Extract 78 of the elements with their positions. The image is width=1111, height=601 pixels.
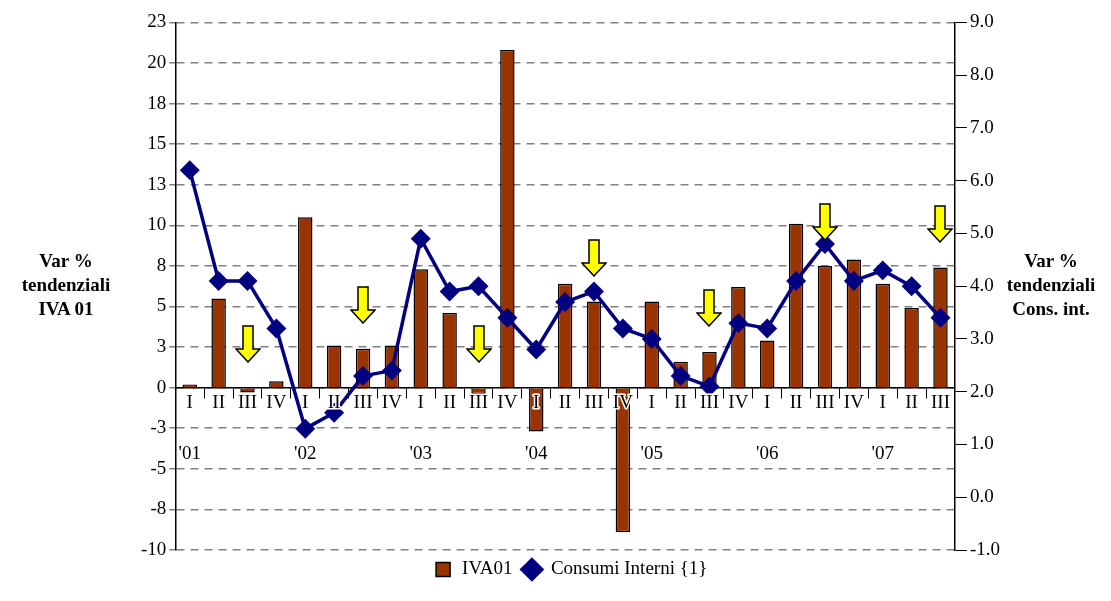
x-tick-label: II <box>443 390 456 412</box>
y2-tick-label: 7.0 <box>969 115 994 137</box>
x-tick-label: III <box>930 390 950 412</box>
point <box>642 329 661 349</box>
point <box>238 271 257 291</box>
point <box>873 261 892 280</box>
y2-tick-label: 9.0 <box>969 10 994 32</box>
x-tick-label: III <box>584 390 604 412</box>
point <box>353 366 373 386</box>
y-tick-label: -3 <box>150 416 167 438</box>
y2-tick-label: 0.0 <box>969 485 994 507</box>
y-tick-label: 8 <box>156 253 167 275</box>
x-tick-label: II <box>905 390 918 412</box>
y2-tick-label: 5.0 <box>969 221 994 243</box>
point <box>729 313 748 333</box>
x-tick-label: IV <box>381 390 403 412</box>
y2-tick-label: 3.0 <box>969 326 994 348</box>
y-tick-label: 3 <box>156 335 167 357</box>
x-tick-label: II <box>674 390 687 412</box>
y2-tick-label: 6.0 <box>969 168 994 190</box>
point <box>613 319 633 338</box>
x-tick-label: II <box>789 390 803 412</box>
point <box>786 271 806 291</box>
point <box>440 282 459 301</box>
x-tick-label: IV <box>266 390 287 412</box>
y2-tick-label: 2.0 <box>969 379 994 401</box>
x-tick-label: III <box>700 390 719 412</box>
point <box>469 276 488 296</box>
category-label: I '04 <box>525 390 548 463</box>
point <box>700 377 719 396</box>
point <box>584 282 604 301</box>
y2-tick-label: 4.0 <box>969 274 994 296</box>
point <box>267 319 286 338</box>
x-tick-label: III <box>815 390 835 412</box>
y-tick-label: -8 <box>150 497 167 519</box>
y2-axis-title: Var % tendenziali Cons. int. <box>1006 250 1096 320</box>
y-tick-label: 20 <box>147 50 167 72</box>
point <box>209 271 228 291</box>
point <box>180 160 200 180</box>
category-label: I '06 <box>756 390 779 463</box>
point <box>902 276 921 296</box>
x-tick-label: II <box>558 390 572 412</box>
category-label: I '03 <box>409 390 432 463</box>
y2-tick-label: -1.0 <box>969 537 1000 559</box>
category-label: I '02 <box>294 390 317 463</box>
point <box>555 292 575 312</box>
y-tick-label: 15 <box>147 132 167 154</box>
x-tick-label: IV <box>843 390 865 412</box>
y2-tick-label: 1.0 <box>969 432 994 454</box>
y-tick-label: 10 <box>147 213 167 235</box>
point <box>757 319 777 338</box>
point <box>498 308 517 328</box>
y2-tick-label: 8.0 <box>969 63 994 85</box>
y-tick-label: -5 <box>150 456 167 478</box>
y-tick-label: 13 <box>147 172 167 194</box>
point <box>527 340 546 359</box>
point <box>931 308 950 328</box>
y-tick-label: 23 <box>147 10 167 32</box>
point <box>296 419 315 438</box>
y-axis-title: Var % tendenziali IVA 01 <box>21 250 111 320</box>
point <box>382 361 402 380</box>
category-label: I '07 <box>871 390 894 463</box>
y-tick-label: 18 <box>147 91 167 113</box>
y-tick-label: 5 <box>156 294 167 316</box>
point <box>411 229 431 248</box>
y-tick-label: 0 <box>156 375 167 397</box>
category-label: I '01 <box>178 390 201 463</box>
y-tick-label: -10 <box>141 537 167 559</box>
x-tick-label: IV <box>497 390 518 412</box>
point <box>844 271 864 291</box>
x-tick-label: III <box>469 390 488 412</box>
x-tick-label: III <box>238 390 257 412</box>
legend-label: Consumi Interni {1} <box>550 557 708 579</box>
legend-label: IVA01 <box>462 557 513 579</box>
x-tick-label: IV <box>728 390 749 412</box>
category-label: I '05 <box>640 390 663 463</box>
x-tick-label: II <box>212 390 225 412</box>
x-tick-label: III <box>353 390 373 412</box>
